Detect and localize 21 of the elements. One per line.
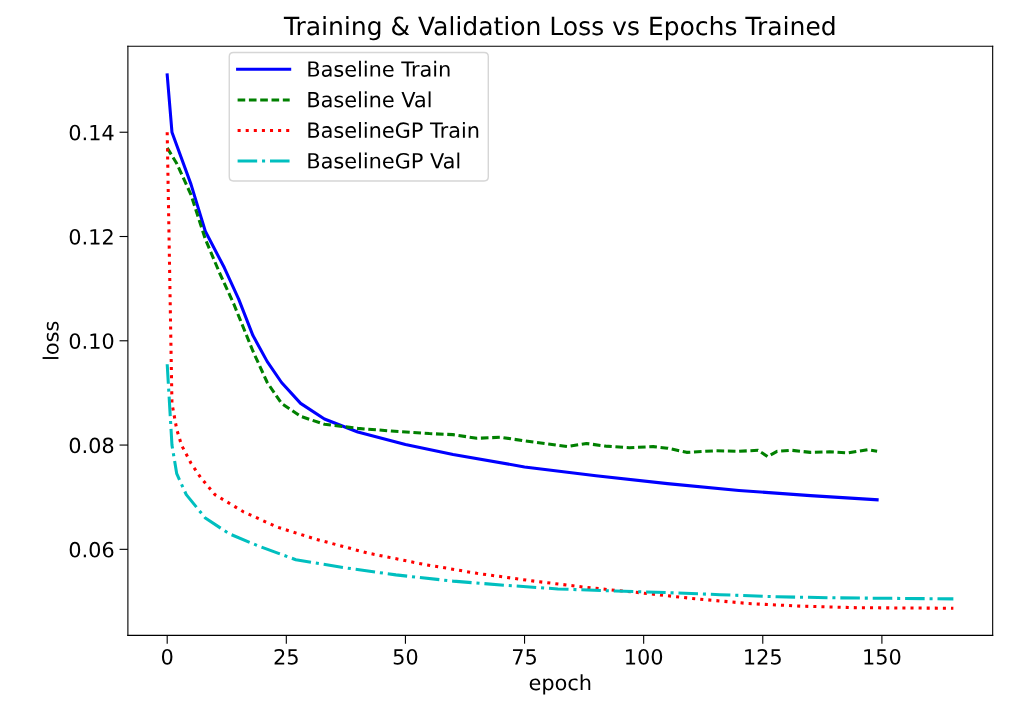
y-tick-label: 0.12: [69, 228, 113, 245]
x-tick-label: 25: [274, 648, 298, 665]
legend-label: Baseline Train: [308, 60, 450, 77]
y-tick-label: 0.14: [69, 124, 114, 141]
y-tick-label: 0.08: [69, 437, 114, 454]
x-tick-label: 75: [513, 649, 536, 665]
x-tick-label: 125: [745, 648, 781, 665]
x-tick-label: 50: [393, 648, 418, 665]
x-tick-label: 0: [161, 648, 173, 665]
line-series: [165, 146, 879, 459]
x-tick-label: 150: [864, 648, 901, 665]
legend-label: BaselineGP Val: [308, 152, 460, 169]
x-tick-label: 100: [626, 648, 663, 665]
legend-label: Baseline Val: [308, 91, 431, 108]
line-series: [165, 362, 955, 601]
y-axis-title: loss: [42, 321, 59, 359]
x-axis-title: epoch: [529, 674, 591, 695]
y-tick-label: 0.06: [69, 541, 114, 558]
y-tick-label: 0.10: [69, 333, 114, 349]
chart-title: Training & Validation Loss vs Epochs Trained: [283, 16, 835, 41]
legend-label: BaselineGP Train: [308, 121, 479, 139]
